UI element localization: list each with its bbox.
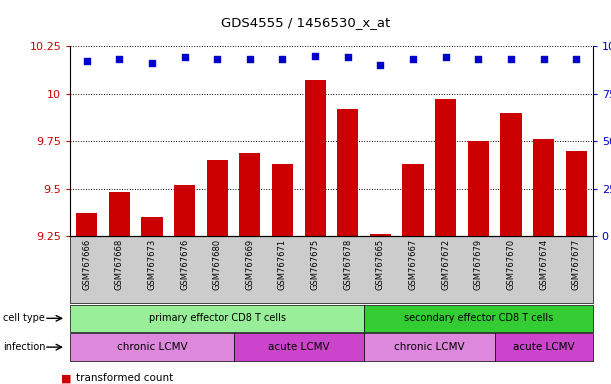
Bar — [76, 214, 97, 384]
Bar — [337, 109, 359, 384]
Bar — [141, 217, 163, 384]
Text: GDS4555 / 1456530_x_at: GDS4555 / 1456530_x_at — [221, 16, 390, 29]
Text: chronic LCMV: chronic LCMV — [117, 342, 187, 352]
Bar — [468, 141, 489, 384]
Point — [147, 60, 157, 66]
Point — [245, 56, 255, 63]
Bar — [566, 151, 587, 384]
Bar — [207, 160, 228, 384]
Bar — [240, 152, 260, 384]
Text: cell type: cell type — [3, 313, 45, 323]
Point — [441, 55, 451, 61]
Bar — [403, 164, 423, 384]
Bar — [500, 113, 522, 384]
Bar — [435, 99, 456, 384]
Bar — [109, 192, 130, 384]
Point — [539, 56, 549, 63]
Text: secondary effector CD8 T cells: secondary effector CD8 T cells — [404, 313, 553, 323]
Bar — [174, 185, 195, 384]
Bar — [304, 80, 326, 384]
Text: acute LCMV: acute LCMV — [513, 342, 574, 352]
Point — [506, 56, 516, 63]
Point — [114, 56, 124, 63]
Bar — [533, 139, 554, 384]
Point — [571, 56, 581, 63]
Text: transformed count: transformed count — [76, 373, 174, 383]
Point — [310, 53, 320, 59]
Text: primary effector CD8 T cells: primary effector CD8 T cells — [148, 313, 286, 323]
Point — [376, 62, 386, 68]
Point — [212, 56, 222, 63]
Point — [82, 58, 92, 65]
Point — [474, 56, 483, 63]
Text: chronic LCMV: chronic LCMV — [394, 342, 465, 352]
Text: infection: infection — [3, 342, 46, 352]
Point — [343, 55, 353, 61]
Text: ■: ■ — [61, 373, 71, 383]
Bar — [272, 164, 293, 384]
Point — [408, 56, 418, 63]
Bar — [370, 234, 391, 384]
Point — [277, 56, 287, 63]
Point — [180, 55, 189, 61]
Text: acute LCMV: acute LCMV — [268, 342, 329, 352]
